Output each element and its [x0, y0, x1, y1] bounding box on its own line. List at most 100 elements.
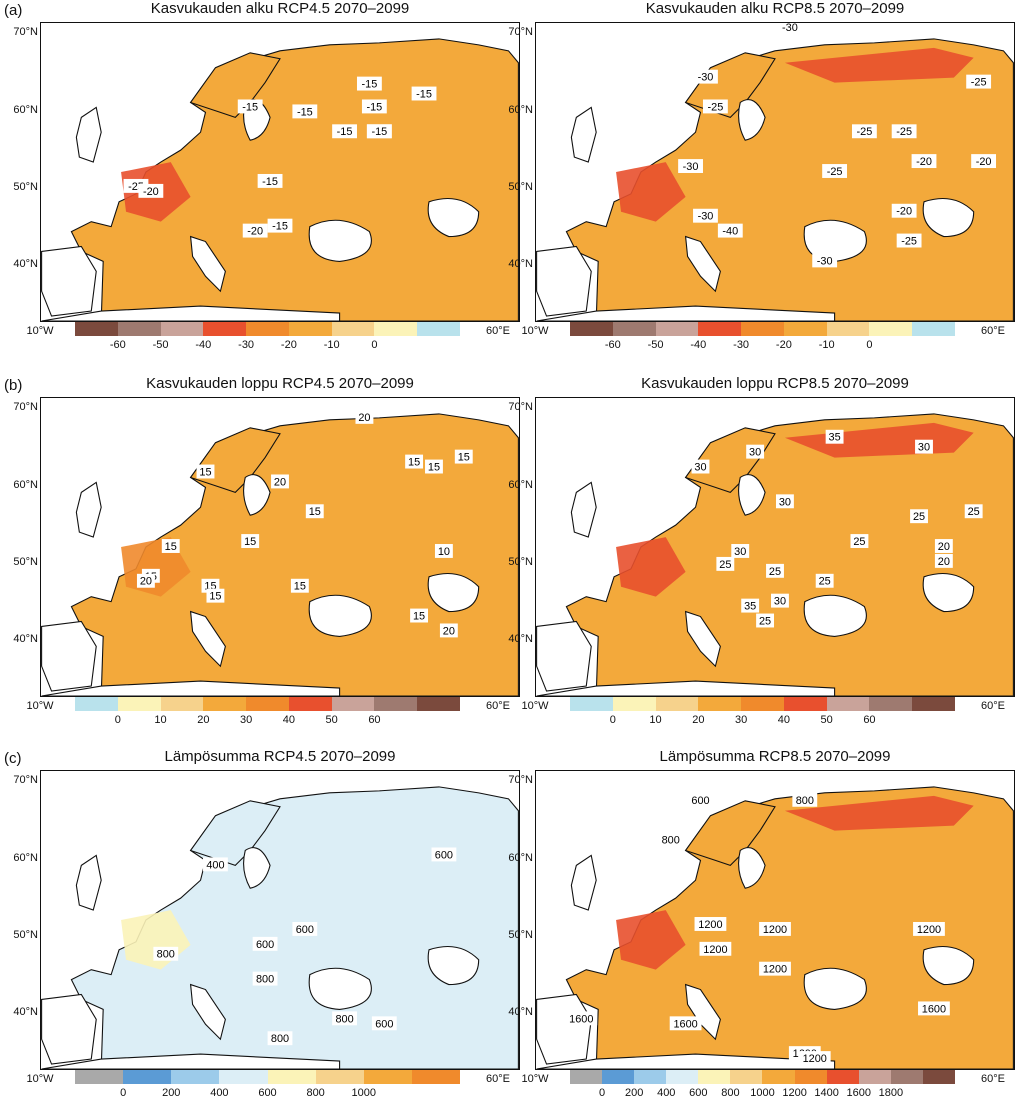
- contour-label: 30: [731, 544, 750, 558]
- coastline: [536, 1053, 836, 1069]
- sea-outline: [308, 967, 372, 1010]
- contour-label: -25: [702, 99, 728, 113]
- contour-region: [784, 795, 974, 831]
- lat-tick-label: 60°N: [508, 104, 533, 116]
- svg-text:30: 30: [779, 496, 791, 508]
- svg-text:800: 800: [662, 835, 680, 847]
- svg-text:20: 20: [443, 625, 455, 637]
- svg-text:-25: -25: [896, 126, 912, 138]
- contour-label: 15: [410, 608, 429, 623]
- contour-label: 20: [934, 553, 953, 568]
- contour-label: 15: [290, 578, 309, 593]
- contour-label: 1200: [913, 921, 945, 936]
- colorbar-tick-label: 30: [734, 714, 748, 726]
- colorbar-swatch: [869, 697, 913, 711]
- svg-text:30: 30: [694, 462, 706, 474]
- map-svg: -15-15-15-15-15-15-15-15-15-15-20-25-20: [41, 38, 519, 321]
- colorbar-swatch: [315, 1070, 364, 1084]
- svg-text:800: 800: [271, 1033, 289, 1045]
- coastline: [41, 680, 341, 696]
- contour-label: 20: [439, 623, 458, 637]
- svg-text:600: 600: [296, 924, 314, 936]
- contour-label: 20: [355, 409, 374, 424]
- colorbar-swatch: [570, 697, 613, 711]
- lon-tick-label: 10°W: [521, 325, 549, 337]
- svg-text:20: 20: [358, 412, 370, 424]
- map-svg: 600 800 800 1200 1200 1200 1200 1200 1600 1600 160…: [536, 786, 1014, 1069]
- colorbar-swatch: [912, 322, 956, 336]
- colorbar-swatch: [117, 322, 161, 336]
- colorbar-tick-label: 20: [197, 714, 210, 726]
- contour-label: 25: [964, 504, 983, 518]
- contour-label: 800: [332, 1011, 357, 1025]
- svg-text:15: 15: [199, 466, 211, 478]
- contour-label: 1200: [759, 961, 791, 976]
- map-frame: 600 800 800 1200 1200 1200 1200 1200 1600 1600 160…: [535, 770, 1015, 1070]
- colorbar-swatch: [655, 697, 699, 711]
- sea-outline: [738, 474, 766, 516]
- lat-tick-label: 50°N: [13, 929, 38, 941]
- colorbar-tick-label: -40: [195, 339, 212, 351]
- contour-label: 25: [766, 563, 784, 578]
- svg-text:-15: -15: [242, 101, 258, 113]
- coastline: [684, 235, 721, 293]
- contour-label: 1200: [694, 917, 727, 931]
- land-region: [70, 38, 519, 321]
- svg-text:-20: -20: [976, 156, 992, 168]
- colorbar: [75, 697, 461, 711]
- contour-label: 20: [934, 539, 953, 553]
- contour-label: 15: [425, 459, 443, 474]
- contour-label: 1200: [699, 941, 732, 956]
- lon-tick-label: 10°W: [26, 700, 54, 712]
- lat-tick-label: 50°N: [13, 556, 38, 568]
- colorbar-tick-label: -20: [775, 339, 792, 351]
- contour-label: -30: [693, 69, 718, 84]
- colorbar-tick-label: 1200: [782, 1087, 807, 1099]
- contour-label: -25: [851, 124, 877, 138]
- sea-outline: [803, 594, 867, 637]
- lat-tick-label: 40°N: [508, 258, 533, 270]
- lon-tick-label: 10°W: [521, 700, 549, 712]
- colorbar-swatch: [75, 697, 118, 711]
- colorbar-swatch: [203, 697, 247, 711]
- colorbar-swatch: [75, 1070, 124, 1084]
- contour-label: 25: [910, 509, 928, 523]
- svg-text:-30: -30: [698, 72, 714, 84]
- colorbar-tick-label: 0: [609, 714, 616, 726]
- contour-label: -25: [966, 74, 992, 89]
- contour-label: 1600: [565, 1011, 598, 1025]
- colorbar-tick-label: 1600: [846, 1087, 871, 1099]
- contour-label: -15: [292, 104, 318, 118]
- contour-label: 35: [741, 598, 760, 613]
- contour-label: 1200: [759, 921, 791, 936]
- colorbar-swatch: [890, 1070, 923, 1084]
- coastline: [189, 983, 226, 1041]
- contour-label: 15: [241, 534, 260, 548]
- sea-outline: [308, 219, 372, 262]
- lon-tick-label: 60°E: [486, 1073, 510, 1085]
- contour-label: -20: [891, 203, 917, 218]
- contour-label: 15: [305, 504, 324, 518]
- contour-label: 25: [756, 613, 775, 627]
- svg-text:35: 35: [829, 432, 841, 444]
- svg-text:15: 15: [294, 581, 306, 593]
- coastline: [41, 993, 97, 1065]
- colorbar-tick-label: -50: [647, 339, 664, 351]
- contour-label: 30: [746, 444, 765, 459]
- svg-text:15: 15: [458, 452, 470, 464]
- contour-label: 15: [206, 588, 225, 603]
- lat-tick-label: 70°N: [508, 26, 533, 38]
- coastline: [684, 983, 721, 1041]
- colorbar-swatch: [826, 697, 870, 711]
- colorbar-tick-label: 400: [657, 1087, 676, 1099]
- svg-text:1200: 1200: [703, 944, 727, 956]
- contour-region: [616, 537, 686, 597]
- contour-label: 1600: [669, 1016, 702, 1030]
- colorbar-swatch: [783, 322, 827, 336]
- colorbar: [75, 1070, 460, 1084]
- contour-label: -15: [366, 124, 392, 138]
- colorbar-tick-label: -30: [238, 339, 255, 351]
- svg-text:30: 30: [918, 442, 930, 454]
- svg-text:1600: 1600: [569, 1013, 593, 1025]
- colorbar-swatch: [363, 1070, 412, 1084]
